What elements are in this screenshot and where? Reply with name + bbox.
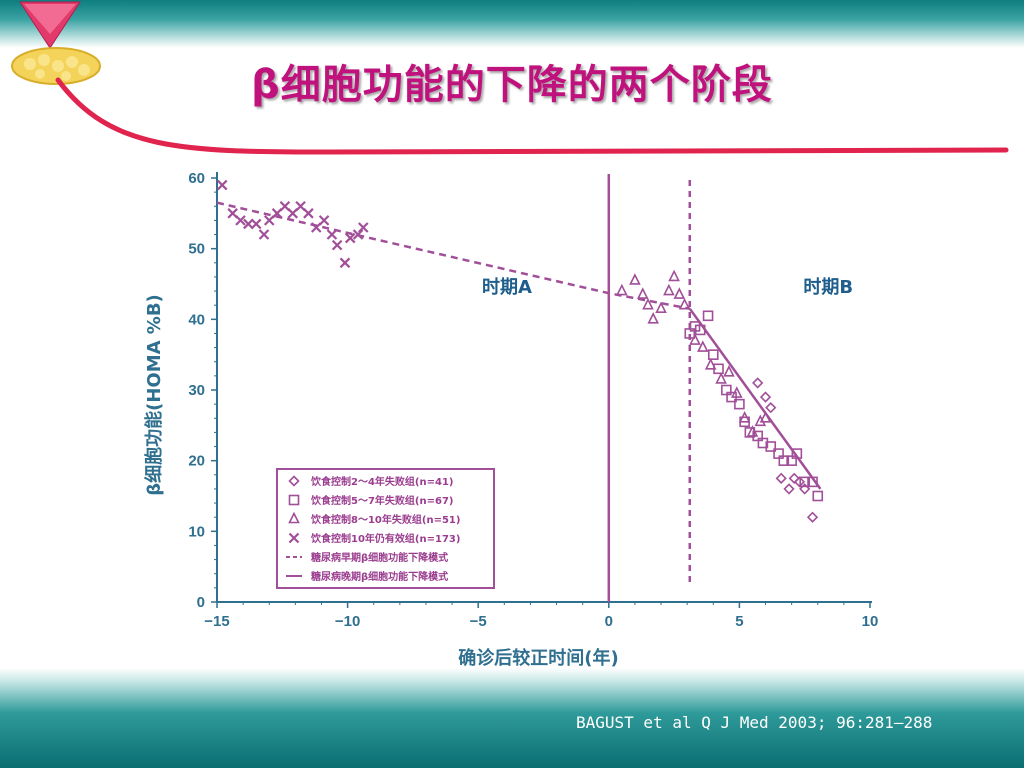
data-point-triangle (730, 386, 743, 398)
data-point-triangle (629, 273, 641, 285)
data-point-diamond (775, 472, 787, 484)
citation-text: BAGUST et al Q J Med 2003; 96:281—288 (576, 713, 933, 732)
chart-trend-lines (216, 174, 822, 602)
data-point-triangle (754, 414, 767, 427)
legend-swatch-diamond (288, 475, 300, 487)
data-point-triangle (697, 340, 709, 352)
y-tick-label: 0 (197, 594, 205, 611)
y-tick-label: 10 (188, 523, 205, 540)
data-point-diamond (765, 402, 777, 414)
data-point-triangle (655, 301, 667, 314)
data-point-diamond (752, 377, 764, 389)
data-point-x (235, 215, 246, 226)
data-point-triangle (668, 269, 680, 282)
data-point-triangle (663, 283, 675, 296)
footer-band (0, 668, 1024, 768)
late-decline-trend-line (688, 307, 822, 490)
data-point-x (352, 229, 364, 240)
period-label-a: 时期A (482, 277, 532, 298)
data-point-x (258, 229, 270, 240)
x-tick-label: −10 (335, 613, 360, 630)
data-point-square (707, 349, 719, 360)
data-point-square (765, 441, 777, 452)
data-point-square (812, 490, 824, 502)
header-band (0, 0, 1024, 48)
data-point-triangle (647, 312, 659, 324)
y-tick-label: 50 (188, 241, 205, 258)
chart-labels: 确诊后较正时间(年) β细胞功能(HOMA %B) 时期A 时期B (143, 277, 853, 669)
data-point-triangle (636, 287, 649, 299)
legend-label: 饮食控制10年仍有效组(n=173) (310, 532, 460, 545)
data-point-diamond (788, 472, 800, 484)
y-tick-label: 60 (188, 170, 205, 187)
x-tick-label: 0 (605, 613, 613, 630)
chart-axes: −15 −10 −5 0 5 10 0 10 20 30 40 50 60 (188, 170, 878, 630)
legend-label: 糖尿病晚期β细胞功能下降模式 (311, 570, 448, 583)
data-point-triangle (746, 425, 759, 437)
data-point-x (357, 222, 369, 233)
early-decline-trend-line (216, 201, 691, 310)
period-label-b: 时期B (803, 277, 853, 298)
data-point-x (318, 215, 330, 226)
legend-label: 饮食控制2～4年失败组(n=41) (310, 475, 453, 488)
data-point-diamond (806, 511, 819, 523)
data-point-x (331, 239, 343, 251)
header-swoosh-line (55, 77, 1009, 155)
data-point-square (791, 448, 803, 459)
x-tick-label: 10 (862, 613, 879, 630)
legend-swatch-x (288, 532, 300, 544)
data-point-triangle (616, 283, 628, 296)
data-point-triangle (678, 297, 691, 310)
data-point-triangle (642, 297, 654, 310)
data-point-square (702, 310, 714, 322)
legend-label: 饮食控制5～7年失败组(n=67) (310, 494, 453, 507)
data-point-triangle (759, 410, 772, 423)
x-tick-label: 5 (735, 613, 743, 630)
data-point-triangle (673, 287, 686, 299)
data-point-square (694, 324, 706, 336)
data-point-diamond (759, 391, 772, 403)
legend-label: 糖尿病早期β细胞功能下降模式 (311, 551, 448, 564)
data-point-x (326, 229, 338, 240)
data-point-diamond (783, 483, 795, 495)
y-tick-label: 40 (188, 311, 205, 328)
data-point-diamond (799, 483, 811, 495)
chart-legend: 饮食控制2～4年失败组(n=41) 饮食控制5～7年失败组(n=67) 饮食控制8～… (276, 468, 495, 589)
data-point-square (734, 398, 745, 410)
data-point-x (344, 232, 356, 244)
data-point-triangle (738, 410, 751, 423)
data-point-triangle (689, 333, 701, 345)
data-point-x (216, 179, 228, 191)
x-axis-title: 确诊后较正时间(年) (458, 647, 618, 669)
data-point-square (799, 476, 811, 488)
y-tick-label: 20 (188, 453, 205, 470)
x-tick-label: −5 (470, 613, 487, 630)
legend-swatch-triangle (288, 511, 300, 524)
legend-label: 饮食控制8～10年失败组(n=51) (310, 513, 460, 526)
x-tick-label: −15 (204, 613, 229, 630)
data-point-square (778, 455, 790, 466)
data-point-x (339, 257, 351, 269)
data-point-triangle (704, 357, 717, 370)
y-axis-title: β细胞功能(HOMA %B) (143, 294, 165, 496)
data-point-triangle (723, 365, 735, 377)
pancreas-icon (11, 1, 101, 85)
y-tick-label: 30 (188, 382, 205, 399)
data-point-x (303, 208, 314, 219)
legend-swatch-square (288, 494, 300, 506)
data-point-square (757, 437, 769, 449)
data-point-triangle (715, 372, 727, 384)
slide-title: β细胞功能的下降的两个阶段 (251, 62, 773, 108)
chart-points (216, 179, 824, 523)
data-point-x (250, 218, 262, 230)
data-point-x (243, 218, 254, 230)
data-point-square (807, 476, 818, 488)
legend-box (276, 468, 495, 589)
